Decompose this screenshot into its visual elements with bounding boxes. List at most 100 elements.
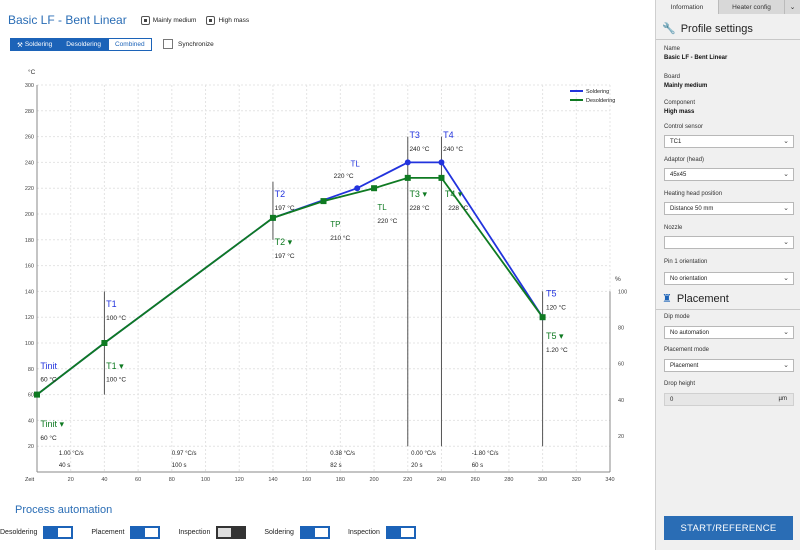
- chevron-down-icon: ⌄: [783, 239, 789, 246]
- x-tick-label: 320: [572, 477, 581, 483]
- x-tick-label: 40: [101, 477, 107, 483]
- toggle-soldering[interactable]: [299, 526, 330, 539]
- board-label: Board: [664, 74, 681, 80]
- board-tag-label: Mainly medium: [152, 16, 197, 24]
- toggle-inspection-2[interactable]: [385, 526, 416, 539]
- control-sensor-label: Control sensor: [664, 124, 704, 130]
- chart-annotation: 100 °C: [106, 314, 126, 322]
- y-tick-label: 20: [28, 444, 34, 450]
- right-tick-label: 40: [618, 398, 624, 404]
- drop-height-label: Drop height: [664, 381, 696, 387]
- heating-head-select[interactable]: Distance 50 mm ⌄: [664, 202, 794, 215]
- desoldering-point: [34, 391, 40, 398]
- right-unit-label: %: [615, 276, 621, 283]
- name-value: Basic LF - Bent Linear: [664, 55, 728, 61]
- mode-desoldering-button[interactable]: Desoldering: [59, 38, 108, 51]
- mass-tag: High mass: [206, 15, 249, 25]
- tabs-overflow-icon[interactable]: ⌄: [785, 0, 800, 14]
- chevron-down-icon: ⌄: [783, 329, 789, 336]
- y-tick-label: 240: [25, 160, 34, 166]
- wrench-icon: 🔧: [662, 23, 676, 35]
- soldering-icon: ⚒: [17, 41, 23, 49]
- nozzle-select[interactable]: ⌄: [664, 236, 794, 249]
- process-automation-title: Process automation: [15, 504, 113, 516]
- y-tick-label: 40: [28, 418, 34, 424]
- title-row: Basic LF - Bent Linear Mainly medium Hig…: [8, 12, 259, 28]
- chart-annotation: 60 °C: [40, 376, 57, 384]
- toggle-inspection-label: Inspection: [178, 529, 211, 536]
- profile-settings-title: Profile settings: [680, 22, 753, 35]
- x-tick-label: 340: [605, 477, 614, 483]
- profile-title: Basic LF - Bent Linear: [8, 13, 127, 27]
- y-tick-label: 260: [25, 135, 34, 141]
- checkbox-box[interactable]: [163, 39, 173, 49]
- board-value: Mainly medium: [664, 83, 708, 89]
- dip-mode-select[interactable]: No automation ⌄: [664, 326, 794, 339]
- adaptor-select[interactable]: 45x45 ⌄: [664, 168, 794, 181]
- desoldering-series-line: [36, 176, 544, 396]
- toggle-inspection[interactable]: [216, 526, 247, 539]
- drop-height-value: 0: [670, 396, 674, 403]
- process-automation-toggles: Desoldering Placement Inspection Solderi…: [0, 526, 434, 539]
- x-tick-label: 220: [403, 477, 412, 483]
- control-sensor-select[interactable]: TC1 ⌄: [664, 135, 794, 148]
- temperature-profile-chart[interactable]: °C% Zeit 20 40 60 80 100 120 140 160 180 200 220 240 2…: [0, 60, 655, 495]
- pin-orientation-label: Pin 1 orientation: [664, 259, 708, 265]
- right-tick-label: 60: [618, 362, 624, 368]
- placement-header: ♜ Placement: [662, 292, 729, 306]
- synchronize-checkbox[interactable]: Synchronize: [163, 39, 214, 49]
- panel-tabs: Information Heater config ⌄: [656, 0, 800, 14]
- placement-icon: ♜: [662, 293, 672, 305]
- chart-annotation: TL: [350, 159, 360, 168]
- y-tick-label: 220: [25, 186, 34, 192]
- mode-combined-button[interactable]: Combined: [107, 38, 152, 51]
- chart-annotation: 60 °C: [40, 434, 57, 442]
- chart-annotation: 1.20 °C: [546, 346, 568, 354]
- chart-annotation: 0.97 °C/s: [172, 451, 197, 457]
- x-tick-label: 200: [369, 477, 378, 483]
- chart-annotation: 1.00 °C/s: [59, 451, 84, 457]
- chevron-down-icon: ⌄: [783, 138, 789, 145]
- chart-annotation: 228 °C: [409, 204, 429, 212]
- pin-orientation-select[interactable]: No orientation ⌄: [664, 272, 794, 285]
- chart-annotation: TL: [377, 203, 387, 212]
- right-tick-label: 80: [618, 326, 624, 332]
- chart-annotation: 40 s: [59, 463, 70, 469]
- start-reference-button[interactable]: START/REFERENCE: [664, 516, 793, 540]
- y-tick-label: 280: [25, 109, 34, 115]
- y-tick-label: 160: [25, 264, 34, 270]
- chart-annotation: 100 °C: [106, 376, 126, 384]
- soldering-point: [438, 159, 445, 166]
- chart-annotation: T4 ▾: [445, 189, 463, 199]
- chart-annotation: 210 °C: [330, 234, 350, 242]
- mode-selector: ⚒ Soldering Desoldering Combined: [10, 38, 152, 51]
- component-label: Component: [664, 100, 696, 106]
- mode-soldering-button[interactable]: ⚒ Soldering: [10, 38, 60, 51]
- toggle-soldering-label: Soldering: [264, 529, 294, 536]
- profile-settings-header: 🔧 Profile settings: [662, 22, 753, 36]
- right-tick-label: 100: [618, 289, 627, 295]
- divider: [656, 39, 800, 40]
- chart-annotation: 197 °C: [275, 252, 295, 260]
- placement-mode-select[interactable]: Placement ⌄: [664, 359, 794, 372]
- toggle-desoldering[interactable]: [43, 526, 74, 539]
- chart-annotation: 0.38 °C/s: [330, 451, 355, 457]
- desoldering-point: [539, 314, 546, 321]
- chevron-down-icon: ⌄: [783, 171, 789, 178]
- chart-annotation: 20 s: [411, 463, 422, 469]
- chart-annotation: 220 °C: [334, 172, 354, 180]
- tab-information[interactable]: Information: [656, 0, 719, 14]
- x-tick-label: 20: [68, 477, 74, 483]
- y-tick-label: 180: [25, 238, 34, 244]
- chart-annotation: 228 °C: [448, 204, 468, 212]
- x-tick-label: 140: [268, 477, 277, 483]
- y-tick-label: 120: [25, 315, 34, 321]
- toggle-inspection-2-label: Inspection: [347, 529, 380, 536]
- chart-annotation: T3: [409, 130, 420, 140]
- drop-height-input[interactable]: 0 µm: [664, 393, 794, 406]
- x-tick-label: 300: [538, 477, 547, 483]
- tab-heater-config[interactable]: Heater config: [719, 0, 785, 14]
- chart-annotation: T4: [443, 130, 454, 140]
- toggle-placement[interactable]: [130, 526, 161, 539]
- y-tick-label: 140: [25, 289, 34, 295]
